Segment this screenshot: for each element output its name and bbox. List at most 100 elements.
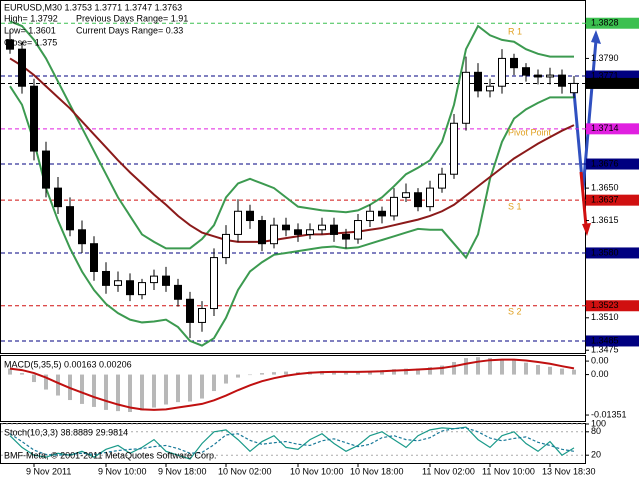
x-tick-label: 11 Nov 02:00 <box>422 466 475 476</box>
candle-body <box>378 210 386 217</box>
info-text: Low= 1.3601 <box>4 25 56 35</box>
histogram-bar <box>200 374 204 399</box>
histogram-bar <box>560 368 564 375</box>
candle-body <box>270 224 278 245</box>
histogram-bar <box>380 370 384 375</box>
candle-body <box>66 206 74 231</box>
x-tick-label: 9 Nov 10:00 <box>98 466 147 476</box>
footer-text: BMF-Meta, © 2001-2011 MetaQuotes Softwar… <box>4 450 217 460</box>
pane-title: MACD(5,35,5) 0.00163 0.00206 <box>4 359 132 369</box>
candle-body <box>6 39 14 50</box>
chart-title: EURUSD,M30 1.3753 1.3771 1.3747 1.3763 <box>4 2 182 12</box>
candle-body <box>366 210 374 222</box>
y-tick-label: 1.3650 <box>591 182 619 192</box>
y-tick-label: 20 <box>591 450 601 460</box>
pivot-label: S 2 <box>508 306 522 316</box>
y-tick-label: 80 <box>591 426 601 436</box>
histogram-bar <box>92 374 96 407</box>
level-label: 1.3771 <box>591 70 619 80</box>
info-text: Previous Days Range= 1.91 <box>76 13 188 23</box>
candle-body <box>318 224 326 231</box>
macd-pane-frame <box>0 355 586 422</box>
histogram-bar <box>116 374 120 412</box>
red-arrow-head <box>582 223 591 236</box>
level-label: 1.3763 <box>591 78 619 88</box>
level-box <box>586 123 639 135</box>
histogram-bar <box>500 358 504 375</box>
level-label: 1.3714 <box>591 123 619 133</box>
histogram-bar <box>524 362 528 375</box>
candle-body <box>306 229 314 235</box>
x-tick-label: 13 Nov 18:30 <box>542 466 596 476</box>
candle-body <box>210 257 218 310</box>
candle-body <box>342 233 350 240</box>
candle-body <box>534 74 542 78</box>
pivot-label: Pivot Point <box>508 127 552 137</box>
histogram-bar <box>188 374 192 402</box>
histogram-bar <box>272 372 276 375</box>
histogram-bar <box>476 357 480 375</box>
candle-body <box>546 74 554 78</box>
candle-body <box>498 57 506 87</box>
histogram-bar <box>452 361 456 375</box>
level-box <box>586 70 639 82</box>
signal-line <box>9 358 575 411</box>
candle-body <box>222 233 230 259</box>
histogram-bar <box>440 365 444 375</box>
candle-body <box>42 150 50 189</box>
candle-body <box>102 270 110 286</box>
pivot-label: S 1 <box>508 201 522 211</box>
candle-body <box>90 243 98 272</box>
x-tick-label: 10 Nov 18:00 <box>350 466 404 476</box>
y-tick-label: 1.3615 <box>591 215 619 225</box>
candle-body <box>474 71 482 92</box>
histogram-bar <box>32 374 36 383</box>
y-tick-label: -0.01351 <box>591 409 627 419</box>
candle-body <box>426 187 434 208</box>
histogram-bar <box>548 366 552 375</box>
level-label: 1.3580 <box>591 247 619 257</box>
candle-body <box>294 229 302 235</box>
histogram-bar <box>368 370 372 375</box>
level-box <box>586 77 639 89</box>
level-label: 1.3485 <box>591 335 619 345</box>
level-box <box>586 247 639 259</box>
histogram-bar <box>536 364 540 375</box>
candle-body <box>126 280 134 296</box>
histogram-bar <box>416 368 420 375</box>
candle-body <box>114 280 122 286</box>
level-box <box>586 158 639 170</box>
histogram-bar <box>152 374 156 408</box>
histogram-bar <box>572 369 576 375</box>
level-label: 1.3828 <box>591 18 619 28</box>
level-label: 1.3676 <box>591 158 619 168</box>
level-label: 1.3637 <box>591 195 619 205</box>
level-box <box>586 194 639 206</box>
histogram-bar <box>332 371 336 375</box>
candle-body <box>414 192 422 208</box>
oscillator-line <box>9 426 575 460</box>
pane-bar: 0.00 0.00 -0.01351 MACD(5,35,5) 0.00163 0.0… <box>4 355 627 419</box>
candle-body <box>234 210 242 235</box>
signal-arrows <box>572 30 601 236</box>
candle-body <box>402 192 410 198</box>
candle-body <box>354 220 362 240</box>
candle-body <box>438 173 446 189</box>
candle-body <box>522 67 530 76</box>
candle-body <box>558 74 566 87</box>
x-tick-label: 10 Nov 02:00 <box>218 466 272 476</box>
histogram-bar <box>80 374 84 404</box>
pivot-label: R 1 <box>508 26 522 36</box>
histogram-bar <box>488 358 492 375</box>
histogram-bar <box>512 360 516 375</box>
histogram-bar <box>464 358 468 375</box>
histogram-bar <box>44 374 48 390</box>
candle-body <box>282 224 290 231</box>
info-text: High= 1.3792 <box>4 13 58 23</box>
indicator-line <box>9 57 575 243</box>
x-tick-label: 9 Nov 18:00 <box>158 466 207 476</box>
indicator-line <box>9 20 574 250</box>
